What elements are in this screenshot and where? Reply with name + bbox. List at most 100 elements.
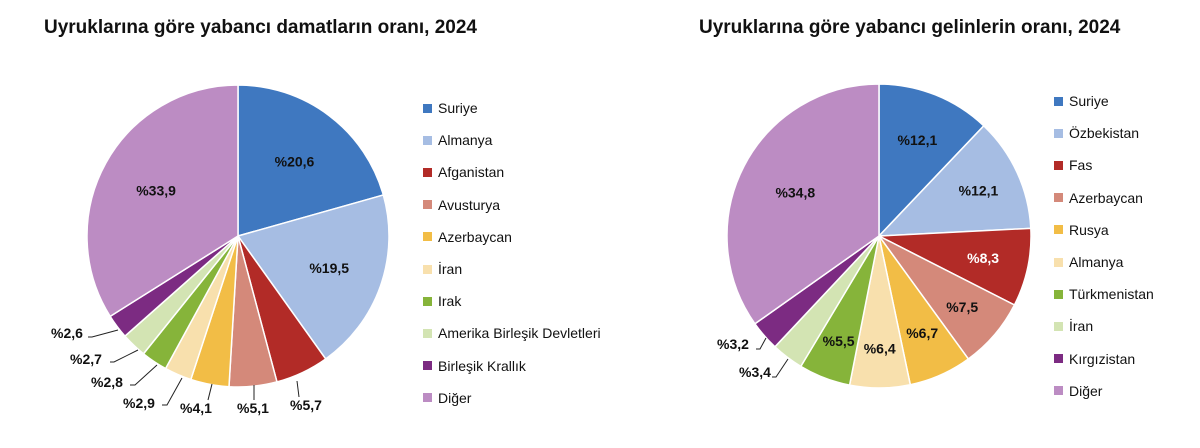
legend-swatch: [1054, 160, 1063, 170]
pie-slice-2: [236, 194, 390, 360]
legend-swatch: [423, 103, 432, 113]
legend-swatch: [1054, 128, 1063, 138]
legend-item: Suriye: [1054, 85, 1154, 117]
legend-label: Türkmenistan: [1069, 286, 1154, 303]
legend-item: Azerbaycan: [1054, 182, 1154, 214]
legend-item: Türkmenistan: [1054, 278, 1154, 310]
legend-label: Fas: [1069, 157, 1093, 174]
legend-item: Amerika Birleşik Devletleri: [423, 317, 601, 349]
slice-value-label: %19,5: [309, 260, 349, 276]
leader-line: [296, 380, 300, 398]
slice-value-label: %12,1: [959, 182, 999, 198]
pie-slice-10: [726, 83, 880, 325]
slice-value-label: %2,9: [123, 395, 155, 411]
legend-swatch: [423, 167, 432, 177]
legend-swatch: [1054, 257, 1063, 267]
slice-value-label: %2,6: [51, 325, 83, 341]
slice-value-label: %8,3: [967, 250, 999, 266]
slice-value-label: %3,4: [739, 364, 771, 380]
legend-swatch: [423, 200, 432, 210]
legend-label: Rusya: [1069, 221, 1109, 238]
legend-swatch: [1054, 193, 1063, 203]
legend-item: Avusturya: [423, 189, 601, 221]
legend-swatch: [423, 393, 432, 403]
leader-line: [207, 383, 213, 401]
legend-swatch: [1054, 386, 1063, 396]
legend-label: Diğer: [1069, 382, 1103, 399]
pie-chart-grooms: %20,6 %19,5 %5,7 %5,1 %4,1 %2,9%2,8 %2,7 %2,6 %3…: [51, 84, 390, 416]
chart-panel-grooms: Uyruklarına göre yabancı damatların oran…: [44, 17, 601, 416]
slice-value-label: %2,8: [91, 374, 123, 390]
legend-item: Kırgızistan: [1054, 343, 1154, 375]
legend-label: Amerika Birleşik Devletleri: [438, 325, 601, 342]
legend-swatch: [423, 328, 432, 338]
legend-item: Birleşik Krallık: [423, 350, 601, 382]
legend-swatch: [423, 361, 432, 371]
pie-slice-10: [86, 84, 239, 318]
legend-label: Avusturya: [438, 196, 500, 213]
legend-swatch: [1054, 96, 1063, 106]
slice-value-label: %34,8: [775, 185, 815, 201]
legend-item: Diğer: [423, 382, 601, 414]
leader-line: [162, 377, 183, 406]
legend-label: Kırgızistan: [1069, 350, 1136, 367]
legend-item: Diğer: [1054, 375, 1154, 407]
pie-slice-2: [877, 124, 1032, 237]
legend-item: Afganistan: [423, 156, 601, 188]
legend-grooms: Suriye Almanya Afganistan Avusturya Azerbayc…: [423, 92, 601, 414]
legend-label: Almanya: [438, 132, 493, 149]
legend-label: İran: [1069, 318, 1094, 335]
leader-line: [130, 364, 158, 386]
legend-item: Fas: [1054, 149, 1154, 181]
legend-swatch: [423, 296, 432, 306]
legend-item: Azerbaycan: [423, 221, 601, 253]
chart-panel-brides: Uyruklarına göre yabancı gelinlerin oran…: [640, 0, 1200, 448]
legend-label: İran: [438, 261, 463, 278]
slice-value-label: %6,4: [864, 341, 896, 357]
legend-swatch: [1054, 354, 1063, 364]
leader-line: [110, 349, 139, 363]
pie-chart-brides: %12,1 %12,1 %8,3 %7,5 %6,7 %6,4 %5,5 %3,4 %3,2 %3…: [717, 83, 1032, 389]
legend-label: Azerbaycan: [1069, 189, 1143, 206]
leader-line: [88, 329, 119, 338]
slice-value-label: %6,7: [906, 325, 938, 341]
legend-label: Suriye: [1069, 93, 1109, 110]
leader-line: [772, 358, 789, 378]
legend-label: Suriye: [438, 100, 478, 117]
pie-slice-1: [878, 83, 985, 238]
slice-value-label: %33,9: [136, 183, 176, 199]
legend-item: İran: [1054, 310, 1154, 342]
slice-value-label: %5,1: [237, 400, 269, 416]
legend-label: Irak: [438, 293, 462, 310]
legend-item: Özbekistan: [1054, 117, 1154, 149]
chart-title: Uyruklarına göre yabancı gelinlerin oran…: [699, 17, 1121, 38]
legend-label: Azerbaycan: [438, 228, 512, 245]
slice-value-label: %5,7: [290, 397, 322, 413]
slice-value-label: %20,6: [275, 153, 315, 169]
legend-item: İran: [423, 253, 601, 285]
legend-item: Suriye: [423, 92, 601, 124]
legend-swatch: [423, 135, 432, 145]
legend-item: Almanya: [423, 124, 601, 156]
legend-brides: Suriye Özbekistan Fas Azerbaycan Rusya Almany…: [1054, 85, 1154, 407]
slice-value-label: %4,1: [180, 400, 212, 416]
legend-label: Afganistan: [438, 164, 505, 181]
legend-label: Diğer: [438, 389, 472, 406]
leader-line: [756, 337, 767, 350]
legend-swatch: [1054, 321, 1063, 331]
legend-swatch: [423, 264, 432, 274]
chart-title: Uyruklarına göre yabancı damatların oran…: [44, 17, 477, 38]
legend-item: Almanya: [1054, 246, 1154, 278]
slice-value-label: %2,7: [70, 351, 102, 367]
legend-item: Rusya: [1054, 214, 1154, 246]
slice-value-label: %3,2: [717, 336, 749, 352]
legend-label: Özbekistan: [1069, 125, 1140, 142]
legend-swatch: [423, 232, 432, 242]
legend-label: Birleşik Krallık: [438, 357, 526, 374]
legend-item: Irak: [423, 285, 601, 317]
slice-value-label: %7,5: [946, 299, 978, 315]
slice-value-label: %12,1: [898, 132, 938, 148]
legend-label: Almanya: [1069, 254, 1124, 271]
pie-slice-1: [237, 84, 385, 237]
legend-swatch: [1054, 289, 1063, 299]
